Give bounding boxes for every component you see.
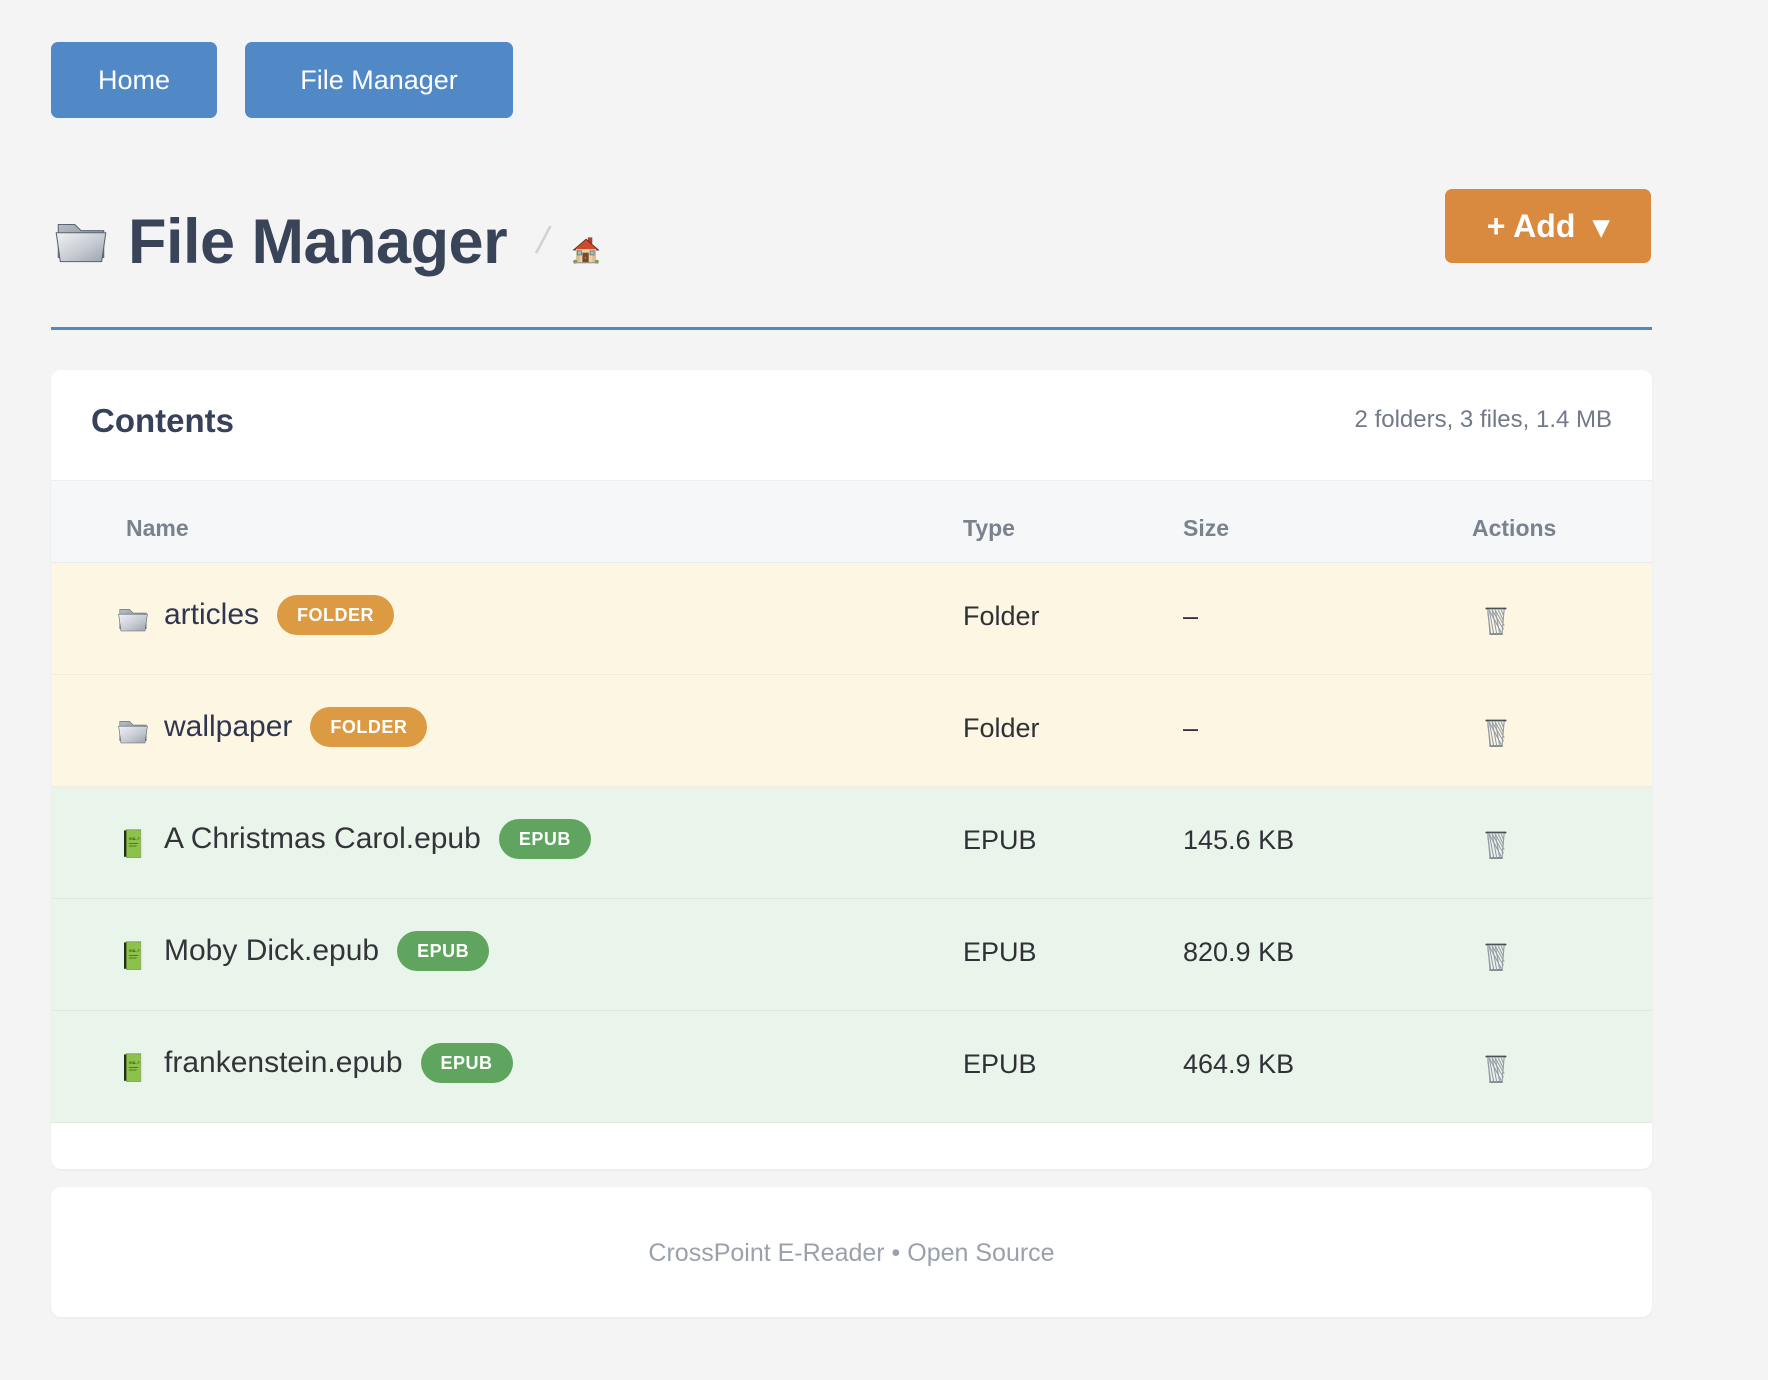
svg-text:VOL.?: VOL.? — [129, 837, 141, 841]
svg-text:VOL.?: VOL.? — [129, 949, 141, 953]
svg-text:VOL.?: VOL.? — [129, 1061, 141, 1065]
